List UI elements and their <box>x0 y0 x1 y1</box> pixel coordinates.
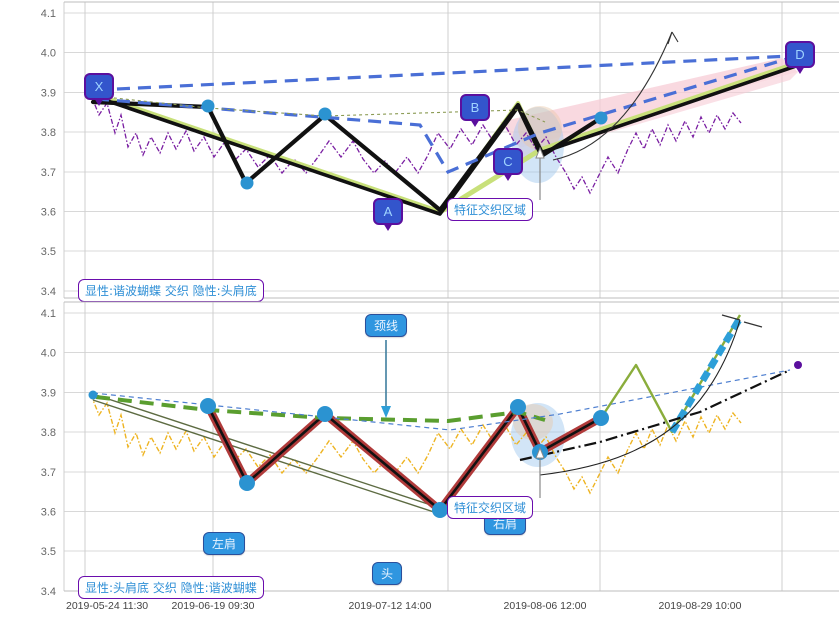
y-tick: 3.7 <box>41 167 56 179</box>
trend-dashdot-black <box>519 369 791 462</box>
projection-curve-bottom <box>539 319 741 476</box>
harmonic-pin-b[interactable]: B <box>460 94 490 127</box>
pin-label: D <box>795 47 805 62</box>
x-tick: 2019-08-06 12:00 <box>504 600 587 612</box>
pin-label: B <box>470 100 480 115</box>
y-tick: 4.0 <box>41 48 56 60</box>
neckline-tag-label: 颈线 <box>374 319 399 333</box>
price-line-bottom <box>90 394 742 495</box>
projection-arrow <box>552 31 673 161</box>
bottom-grid-vertical <box>63 302 783 591</box>
pin-label: C <box>503 154 513 169</box>
left-shoulder-tag-label: 左肩 <box>212 537 237 551</box>
y-tick: 3.5 <box>41 246 56 258</box>
zone-callout-arrowhead <box>535 146 545 159</box>
right-shoulder-tag-label: 右肩 <box>493 517 518 531</box>
interweave-zone-tag-bottom-label: 特征交织区域 <box>454 501 527 515</box>
x-tick: 2019-06-19 09:30 <box>172 600 255 612</box>
end-point-marker <box>794 361 802 369</box>
trend-baseline-bottom-2 <box>92 399 441 515</box>
harmonic-butterfly-panel: 4.1 4.0 3.9 3.8 3.7 3.6 3.5 3.4 <box>0 0 839 302</box>
zigzag-forecast-olive <box>599 314 742 434</box>
y-tick: 3.8 <box>41 427 56 439</box>
x-tick: 2019-07-12 14:00 <box>349 600 432 612</box>
neckline-tag[interactable]: 颈线 <box>365 314 408 337</box>
channel-upper-dashed <box>95 54 791 92</box>
y-tick: 3.6 <box>41 507 56 519</box>
left-shoulder-tag[interactable]: 左肩 <box>203 532 246 555</box>
harmonic-legs <box>92 64 797 216</box>
head-tag[interactable]: 头 <box>372 562 403 585</box>
projection-arrowhead <box>667 31 679 45</box>
bottom-pattern-caption-label: 显性:头肩底 交织 隐性:谐波蝴蝶 <box>85 581 257 595</box>
zone-callout-arrowhead-bottom <box>535 446 545 459</box>
top-pattern-caption-label: 显性:谐波蝴蝶 交织 隐性:头肩底 <box>85 284 257 298</box>
trend-baseline-bottom <box>92 393 441 509</box>
projection-shade <box>500 58 798 148</box>
top-pattern-caption[interactable]: 显性:谐波蝴蝶 交织 隐性:头肩底 <box>78 279 264 302</box>
pivot-markers-bottom <box>88 390 609 518</box>
pivot-markers-top <box>201 99 608 190</box>
target-projection-blue <box>668 316 744 434</box>
top-y-axis-labels: 4.1 4.0 3.9 3.8 3.7 3.6 3.5 3.4 <box>41 8 56 298</box>
harmonic-pin-a[interactable]: A <box>373 198 403 231</box>
y-tick: 3.9 <box>41 387 56 399</box>
price-line-top <box>90 94 742 195</box>
pin-label: X <box>94 79 104 94</box>
harmonic-pin-c[interactable]: C <box>493 148 523 181</box>
harmonic-pin-x[interactable]: X <box>84 73 114 106</box>
bottom-grid-horizontal <box>64 312 839 592</box>
channel-lower-dashed <box>95 56 791 175</box>
bottom-x-axis-labels: 2019-05-24 11:30 2019-06-19 09:30 2019-0… <box>66 600 742 612</box>
y-tick: 3.6 <box>41 207 56 219</box>
y-tick: 3.4 <box>41 586 56 598</box>
bottom-pattern-caption[interactable]: 显性:头肩底 交织 隐性:谐波蝴蝶 <box>78 576 264 599</box>
head-shoulders-panel: 4.1 4.0 3.9 3.8 3.7 3.6 3.5 3.4 <box>0 300 839 617</box>
top-grid-vertical <box>63 2 783 298</box>
y-tick: 3.7 <box>41 467 56 479</box>
top-chart-svg: 4.1 4.0 3.9 3.8 3.7 3.6 3.5 3.4 <box>41 1 839 299</box>
head-tag-label: 头 <box>381 567 394 581</box>
interweave-zone-tag-bottom[interactable]: 特征交织区域 <box>447 496 534 519</box>
harmonic-pin-d[interactable]: D <box>785 41 815 74</box>
y-tick: 4.1 <box>41 308 56 320</box>
interweave-zone-tag-top-label: 特征交织区域 <box>454 203 527 217</box>
interweave-zone-tag-top[interactable]: 特征交织区域 <box>447 198 534 221</box>
upper-bound-dotted <box>92 369 791 431</box>
x-tick: 2019-08-29 10:00 <box>659 600 742 612</box>
top-grid-horizontal <box>64 12 839 292</box>
y-tick: 3.5 <box>41 546 56 558</box>
y-tick: 4.0 <box>41 348 56 360</box>
target-cross-marks <box>721 314 763 328</box>
neckline-callout-arrowhead <box>381 406 391 418</box>
y-tick: 3.8 <box>41 127 56 139</box>
pin-label: A <box>383 204 393 219</box>
y-tick: 3.9 <box>41 87 56 99</box>
bottom-chart-svg: 4.1 4.0 3.9 3.8 3.7 3.6 3.5 3.4 <box>41 301 839 612</box>
x-tick: 2019-05-24 11:30 <box>66 600 148 612</box>
bottom-y-axis-labels: 4.1 4.0 3.9 3.8 3.7 3.6 3.5 3.4 <box>41 308 56 598</box>
y-tick: 3.4 <box>41 286 56 298</box>
y-tick: 4.1 <box>41 8 56 20</box>
